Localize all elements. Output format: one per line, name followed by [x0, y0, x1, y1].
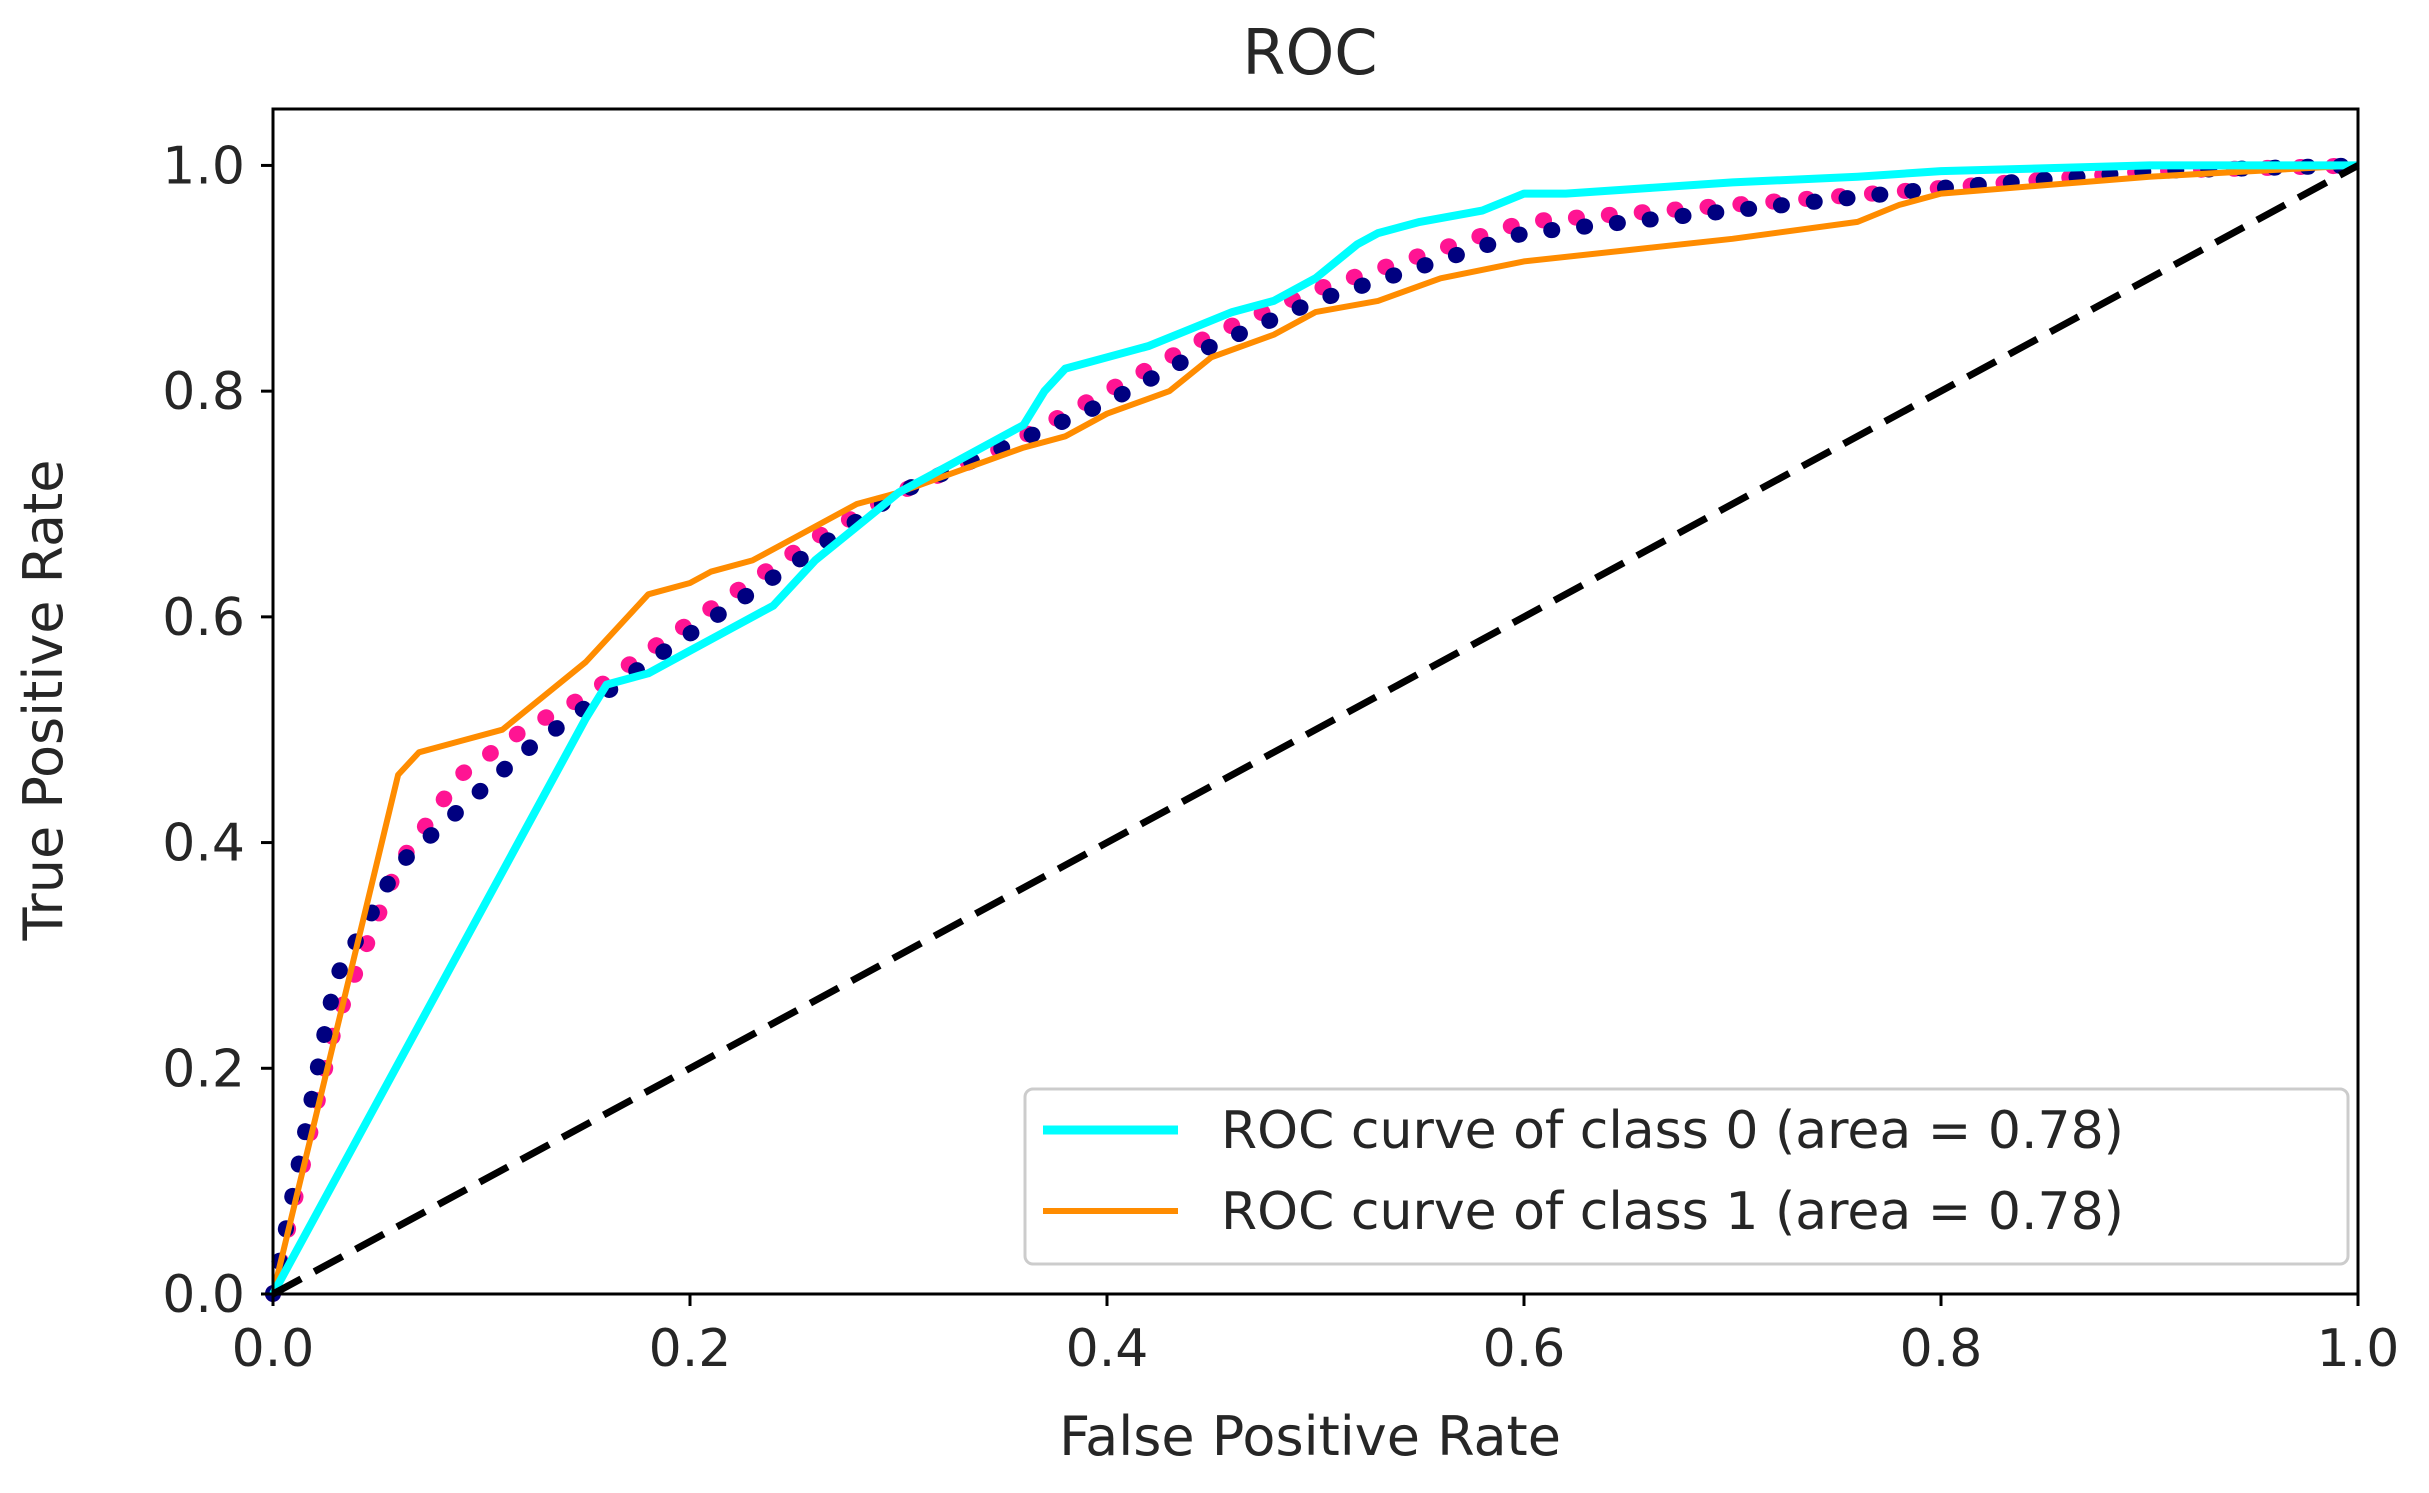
y-tick-label: 1.0 — [162, 136, 245, 196]
legend-label-class-0: ROC curve of class 0 (area = 0.78) — [1221, 1101, 2124, 1161]
y-axis-label: True Positive Rate — [12, 459, 75, 941]
x-axis-label: False Positive Rate — [1059, 1405, 1561, 1468]
x-tick-label: 0.4 — [1066, 1319, 1149, 1379]
x-tick-label: 1.0 — [2317, 1319, 2400, 1379]
x-tick-label: 0.0 — [232, 1319, 315, 1379]
y-tick-label: 0.0 — [162, 1265, 245, 1325]
legend: ROC curve of class 0 (area = 0.78) ROC c… — [1025, 1089, 2348, 1264]
legend-label-class-1: ROC curve of class 1 (area = 0.78) — [1221, 1182, 2124, 1242]
y-tick-label: 0.2 — [162, 1039, 245, 1099]
y-tick-label: 0.8 — [162, 362, 245, 422]
x-tick-label: 0.2 — [649, 1319, 732, 1379]
chart-title: ROC — [1242, 16, 1377, 89]
x-tick-label: 0.6 — [1483, 1319, 1566, 1379]
chart-background — [0, 0, 2429, 1493]
y-tick-label: 0.4 — [162, 814, 245, 874]
x-tick-label: 0.8 — [1900, 1319, 1983, 1379]
y-tick-label: 0.6 — [162, 588, 245, 648]
roc-chart: ROC 0.0 0.2 0.4 0.6 0.8 1.0 0.0 0.2 0.4 0.6 0.8 1.0… — [0, 0, 2429, 1493]
